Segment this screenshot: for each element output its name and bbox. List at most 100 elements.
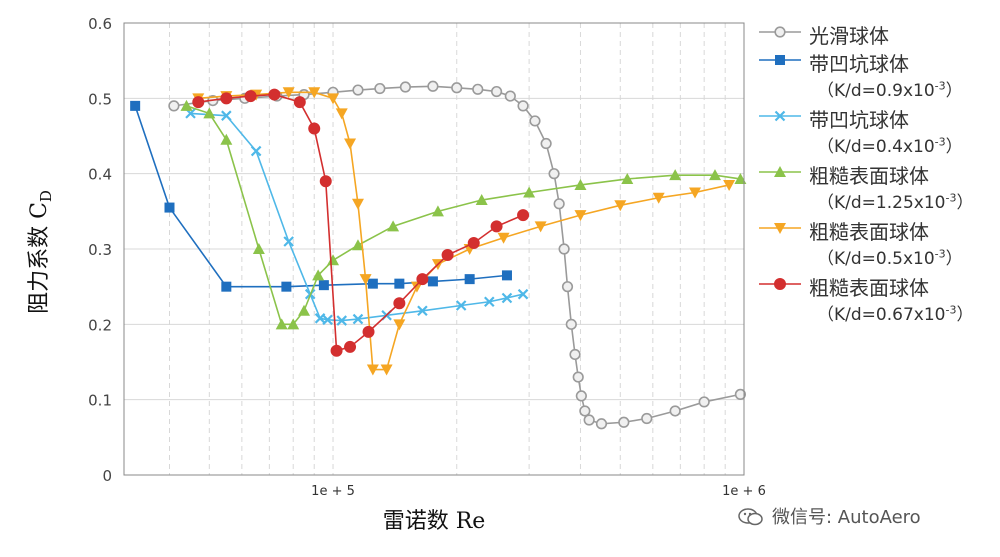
data-point [252,243,265,254]
data-point [416,273,429,286]
data-point [484,296,495,308]
y-axis-label-sub: D [37,190,55,202]
series-4 [180,99,747,330]
data-point [517,209,530,222]
data-point [344,138,357,150]
data-point [501,270,512,281]
data-point [618,416,630,428]
data-point [698,396,710,408]
legend-sublabel: （K/d=0.67x10-3） [817,303,974,325]
y-tick-label: 0.4 [88,166,112,184]
plot-frame [123,22,745,476]
legend-label: 光滑球体 [809,24,889,48]
series-1 [168,80,746,430]
data-point [558,243,570,255]
data-point [394,278,405,289]
data-point [548,168,560,180]
data-point [569,348,581,361]
data-point [351,239,364,251]
data-point [387,220,400,232]
data-point [534,221,547,233]
data-point [399,81,412,93]
data-point [669,169,682,181]
data-point [529,115,541,127]
data-point [621,172,634,184]
legend-sublabel: （K/d=0.5x10-3） [817,247,963,269]
data-point [180,99,193,111]
data-point [723,179,736,191]
y-axis-label-main: 阻力系数 C [27,202,52,314]
data-point [574,178,587,190]
series-5 [192,87,736,376]
legend-symbol [759,223,801,234]
data-point [517,100,529,112]
y-tick-label: 0.2 [88,316,112,334]
data-point [322,314,333,326]
data-point [540,137,552,150]
data-point [517,288,529,300]
legend-label: 粗糙表面球体 [809,276,929,300]
data-point [352,84,364,96]
y-ticks: 0 0.1 0.2 0.3 0.4 0.5 0.6 [88,15,112,485]
data-point [351,198,364,210]
data-point [287,318,300,330]
legend-symbol [759,55,801,65]
data-point [268,88,281,101]
data-point [575,390,587,402]
data-point [565,318,577,330]
legend-sublabel: （K/d=1.25x10-3） [817,191,974,213]
data-point [281,281,292,292]
data-point [366,364,379,376]
data-point [669,405,681,417]
legend-item: 粗糙表面球体 （K/d=1.25x10-3） [757,162,997,218]
watermark-text: 微信号: AutoAero [772,507,921,528]
legend-symbol [759,278,801,290]
data-point [308,87,321,99]
legend-item: 粗糙表面球体 （K/d=0.5x10-3） [757,218,997,274]
y-axis-label: 阻力系数 CD [27,190,55,314]
data-point [335,108,348,120]
data-point [561,281,574,293]
y-tick-label: 0.3 [88,241,112,259]
series-3 [185,108,529,326]
data-point [497,232,510,244]
data-point [275,318,288,330]
data-point [203,107,216,119]
legend-marker [774,26,786,38]
legend-marker [774,166,786,177]
data-point [689,187,702,199]
data-point [734,388,746,400]
legend-label: 粗糙表面球体 [809,164,929,188]
y-tick-label: 0.5 [88,90,112,108]
data-point [614,200,627,212]
data-point [441,249,454,262]
data-point [595,418,608,430]
data-point [504,90,516,102]
data-point [475,194,488,206]
legend: 光滑球体 带凹坑球体 （K/d=0.9x10-3） 带凹坑球体 （K/d=0.4x10-… [757,22,997,330]
data-point [319,175,332,188]
data-point [393,319,406,331]
data-point [244,90,257,103]
series-6 [192,88,530,357]
legend-item: 带凹坑球体 （K/d=0.4x10-3） [757,106,997,162]
data-point [523,186,536,198]
data-point [298,304,311,316]
watermark: 微信号: AutoAero [738,503,921,529]
data-point [282,87,295,99]
legend-marker [775,55,785,65]
data-point [130,100,141,111]
data-point [490,85,503,98]
data-point [283,236,294,247]
data-point [467,236,480,249]
data-point [427,80,439,92]
legend-symbol [759,166,801,177]
legend-symbol [759,110,801,122]
x-axis-label: 雷诺数 Re [383,509,486,534]
data-point [362,325,375,338]
data-point [327,254,340,266]
data-point [220,92,233,105]
data-point [472,83,484,95]
data-point [652,192,665,204]
